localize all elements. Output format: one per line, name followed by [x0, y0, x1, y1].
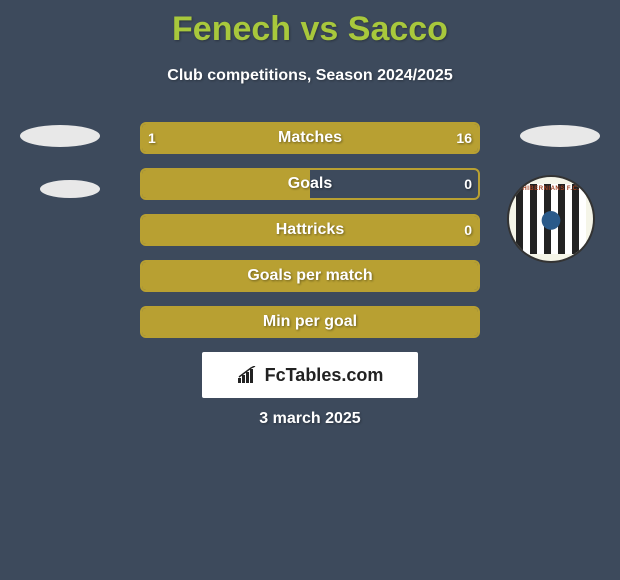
chart-icon	[237, 366, 259, 384]
club-crest: HIBERNIANS F.C.	[507, 175, 595, 263]
subtitle: Club competitions, Season 2024/2025	[0, 67, 620, 85]
bar-label: Goals	[140, 168, 480, 200]
bar-min-per-goal: Min per goal	[140, 306, 480, 338]
bar-hattricks: Hattricks 0	[140, 214, 480, 246]
bar-goals: Goals 0	[140, 168, 480, 200]
bar-label: Min per goal	[140, 306, 480, 338]
bar-value-right: 0	[464, 214, 472, 246]
crest-shield-icon: HIBERNIANS F.C.	[516, 184, 586, 254]
page-title: Fenech vs Sacco	[0, 0, 620, 49]
bar-value-right: 0	[464, 168, 472, 200]
player1-club-placeholder-1	[20, 125, 100, 147]
bar-label: Matches	[140, 122, 480, 154]
bar-label: Goals per match	[140, 260, 480, 292]
bar-matches: 1 Matches 16	[140, 122, 480, 154]
bar-value-right: 16	[456, 122, 472, 154]
brand-text: FcTables.com	[265, 365, 384, 386]
bar-label: Hattricks	[140, 214, 480, 246]
brand-badge[interactable]: FcTables.com	[202, 352, 418, 398]
crest-text: HIBERNIANS F.C.	[516, 186, 586, 192]
bar-goals-per-match: Goals per match	[140, 260, 480, 292]
player2-club-placeholder	[520, 125, 600, 147]
comparison-bars: 1 Matches 16 Goals 0 Hattricks 0 Goals p…	[140, 122, 480, 352]
player1-club-placeholder-2	[40, 180, 100, 198]
generated-date: 3 march 2025	[0, 410, 620, 428]
